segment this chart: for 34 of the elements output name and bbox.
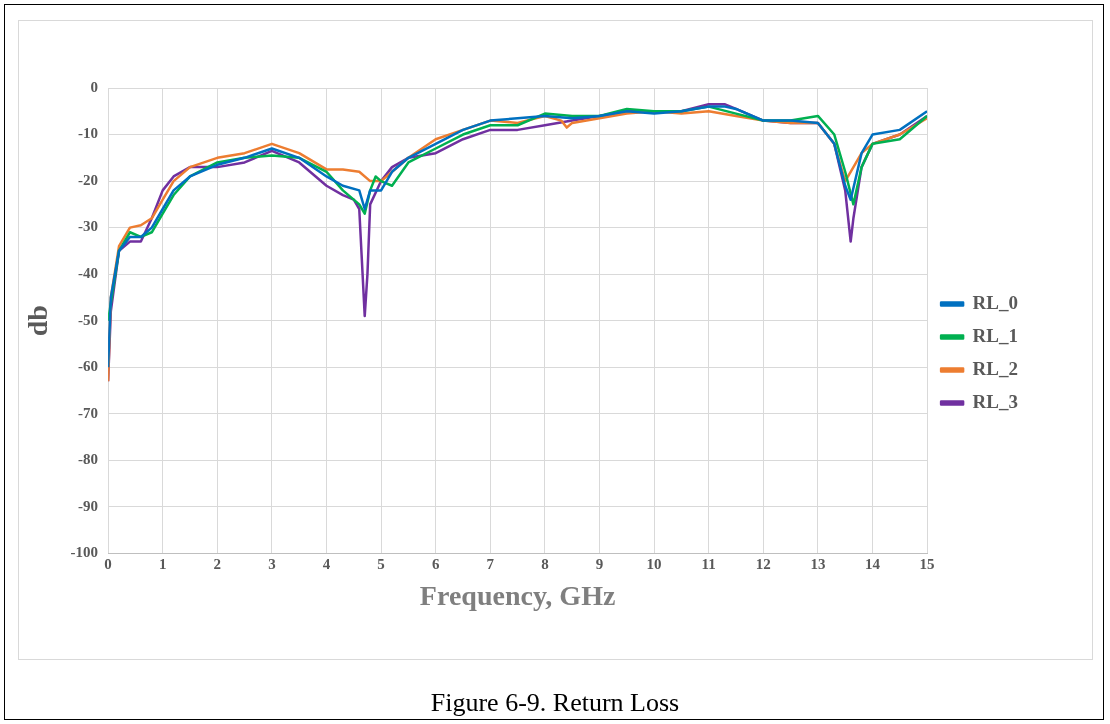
legend-label: RL_0	[972, 291, 1019, 313]
y-axis-title: db	[22, 305, 54, 337]
x-tick-label: 12	[755, 556, 771, 573]
y-tick-label: -60	[78, 358, 99, 375]
x-tick-label: 8	[541, 556, 549, 573]
x-tick-label: 11	[701, 556, 716, 573]
x-tick-label: 9	[595, 556, 604, 573]
y-tick-label: -30	[78, 218, 99, 235]
y-tick-label: -90	[78, 497, 99, 514]
x-tick-label: 7	[486, 556, 495, 573]
y-tick-label: -20	[78, 171, 99, 188]
y-tick-label: -80	[78, 451, 99, 468]
legend-label: RL_3	[972, 390, 1019, 412]
x-tick-label: 6	[431, 556, 440, 573]
x-axis-title: Frequency, GHz	[419, 580, 616, 612]
x-tick-label: 4	[322, 556, 331, 573]
x-tick-label: 5	[377, 556, 385, 573]
x-tick-label: 2	[213, 556, 222, 573]
x-tick-label: 1	[158, 556, 167, 573]
legend-label: RL_2	[972, 357, 1019, 379]
y-tick-label: -40	[78, 265, 99, 282]
y-tick-label: -100	[70, 544, 99, 561]
x-tick-label: 14	[865, 556, 881, 573]
x-tick-label: 13	[810, 556, 826, 573]
caption: Figure 6-9. Return Loss	[429, 688, 681, 718]
y-tick-label: -10	[78, 125, 99, 142]
y-tick-label: -50	[78, 311, 99, 328]
x-tick-label: 3	[268, 556, 276, 573]
legend-label: RL_1	[972, 324, 1019, 346]
y-tick-label: -70	[78, 404, 99, 421]
x-tick-label: 10	[646, 556, 662, 573]
x-tick-label: 0	[104, 556, 112, 573]
x-tick-label: 15	[919, 556, 935, 573]
y-tick-label: 0	[90, 78, 99, 95]
